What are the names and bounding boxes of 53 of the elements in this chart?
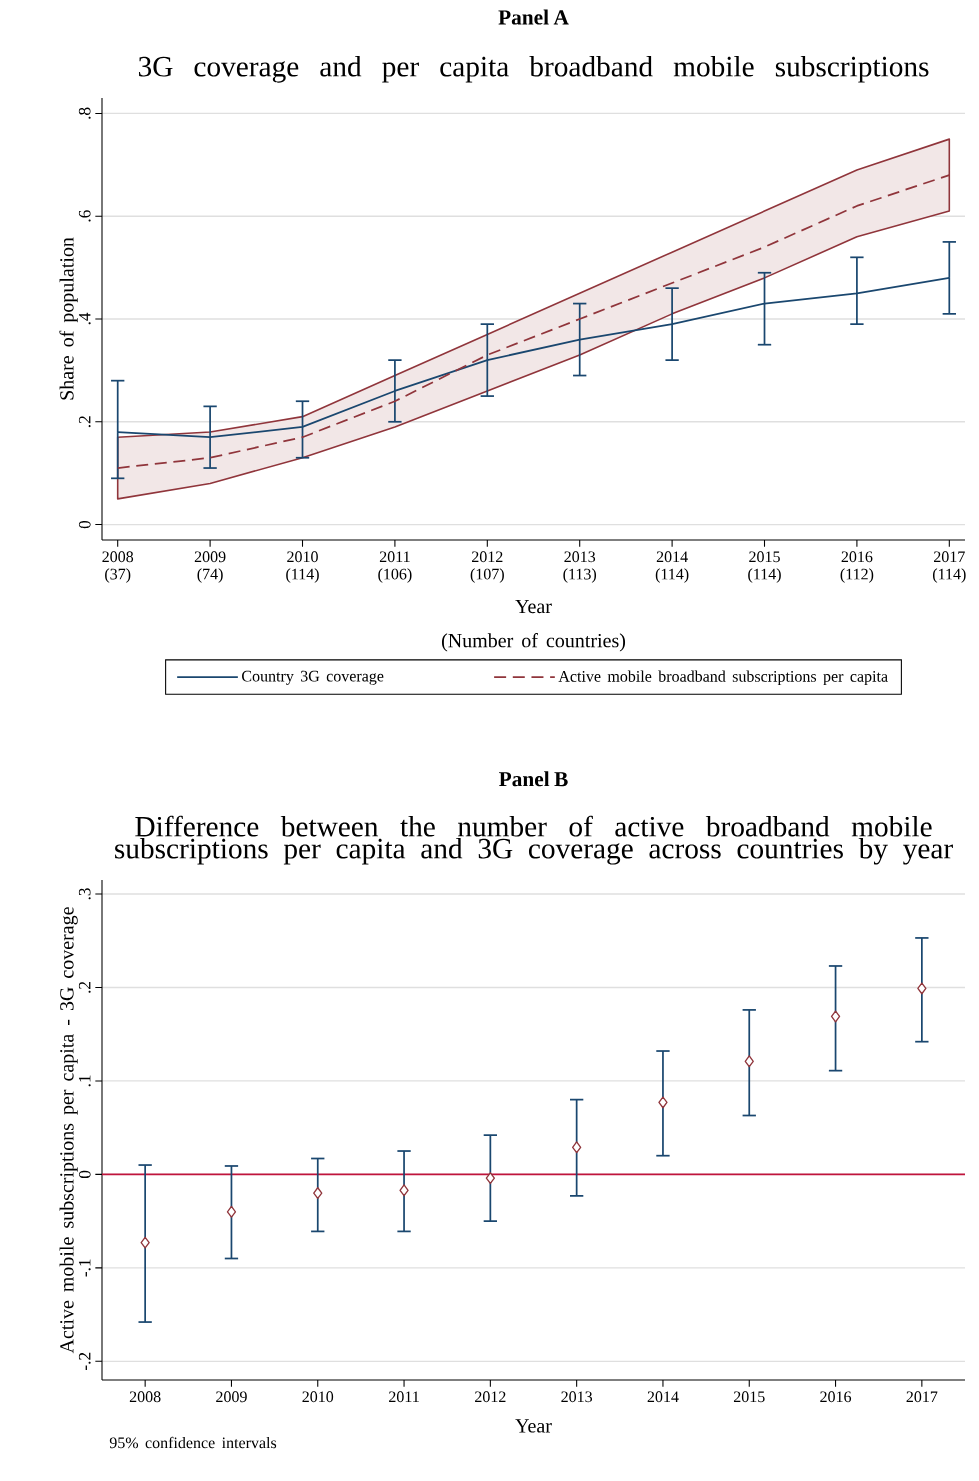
y-tick-label: .2 bbox=[78, 981, 91, 993]
y-tick-label: 0 bbox=[78, 1170, 91, 1179]
legend-label: Active mobile broadband subscriptions per capita bbox=[558, 670, 888, 686]
y-tick-label: .6 bbox=[78, 210, 91, 222]
x-tick-label: 2011 bbox=[389, 1391, 419, 1403]
point bbox=[226, 1205, 237, 1218]
x-tick-label: 2015 (114) bbox=[748, 551, 781, 583]
x-tick-label: 2016 (112) bbox=[840, 551, 874, 583]
point bbox=[744, 1055, 754, 1068]
x-tick-label: 2012 (107) bbox=[470, 551, 504, 583]
point bbox=[571, 1141, 582, 1154]
x-tick-label: 2008 bbox=[129, 1391, 161, 1403]
x-tick-label: 2016 bbox=[820, 1391, 852, 1403]
y-tick-label: .4 bbox=[78, 312, 91, 325]
x-tick-label: 2011 (106) bbox=[378, 551, 412, 583]
point bbox=[313, 1187, 323, 1200]
x-tick-label: 2017 (114) bbox=[932, 551, 966, 583]
point bbox=[485, 1172, 496, 1185]
y-tick-label: .8 bbox=[78, 107, 91, 119]
x-tick-label: 2013 (113) bbox=[563, 551, 597, 583]
x-axis-title: Year bbox=[515, 1419, 552, 1433]
y-tick-label: .1 bbox=[78, 1075, 91, 1087]
text: (Number of countries) bbox=[441, 633, 626, 652]
x-tick-label: 2008 (37) bbox=[102, 551, 134, 583]
legend-label: Country 3G coverage bbox=[242, 670, 384, 685]
y-axis-title: Share of population bbox=[59, 237, 78, 400]
y-tick-label: .2 bbox=[78, 416, 91, 428]
point bbox=[917, 982, 927, 995]
y-tick-label: -.1 bbox=[78, 1259, 91, 1277]
point bbox=[399, 1184, 409, 1197]
x-tick-label: 2014 (114) bbox=[655, 551, 689, 583]
y-tick-label: -.2 bbox=[78, 1352, 91, 1371]
point bbox=[830, 1010, 841, 1023]
x-tick-label: 2009 (74) bbox=[194, 551, 226, 583]
x-tick-label: 2015 bbox=[733, 1391, 765, 1403]
chart-title: Panel B bbox=[499, 771, 568, 787]
x-tick-label: 2009 bbox=[216, 1391, 247, 1403]
y-tick-label: .3 bbox=[78, 888, 91, 900]
x-axis-title: Year bbox=[515, 599, 552, 614]
chart-subtitle: 3G coverage and per capita broadband mobile subscriptions bbox=[138, 55, 929, 83]
x-tick-label: 2017 bbox=[906, 1391, 938, 1403]
y-tick-label: 0 bbox=[78, 520, 91, 529]
x-tick-label: 2014 bbox=[647, 1391, 679, 1403]
x-tick-label: 2012 bbox=[475, 1391, 506, 1403]
point bbox=[140, 1236, 150, 1249]
x-tick-label: 2013 bbox=[561, 1391, 593, 1403]
x-tick-label: 2010 bbox=[302, 1391, 334, 1403]
chart-title: Panel A bbox=[498, 9, 569, 25]
text: 95% confidence intervals bbox=[109, 1436, 277, 1449]
chart-subtitle: Difference between the number of active broadband mobile subscriptions per capita and 3G coverage across countries by year bbox=[115, 815, 953, 865]
x-tick-label: 2010 (114) bbox=[286, 551, 319, 583]
y-axis-title: Active mobile subscriptions per capita - 3G coverage bbox=[59, 907, 78, 1354]
point bbox=[658, 1096, 668, 1109]
